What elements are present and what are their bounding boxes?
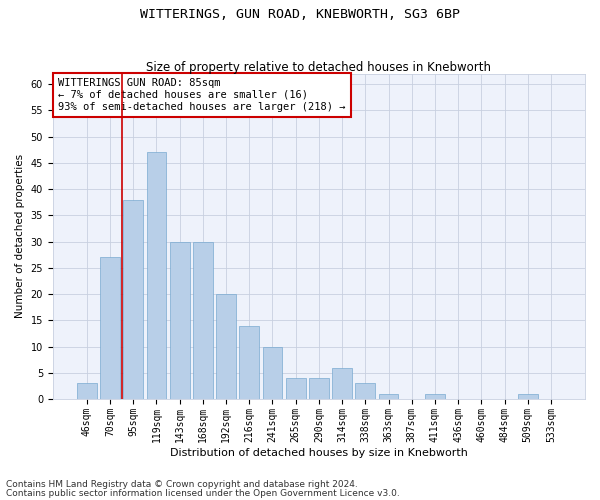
- Text: WITTERINGS GUN ROAD: 85sqm
← 7% of detached houses are smaller (16)
93% of semi-: WITTERINGS GUN ROAD: 85sqm ← 7% of detac…: [58, 78, 346, 112]
- Bar: [379, 394, 398, 399]
- Title: Size of property relative to detached houses in Knebworth: Size of property relative to detached ho…: [146, 60, 491, 74]
- Bar: [146, 152, 166, 399]
- Bar: [216, 294, 236, 399]
- Text: Contains HM Land Registry data © Crown copyright and database right 2024.: Contains HM Land Registry data © Crown c…: [6, 480, 358, 489]
- Bar: [170, 242, 190, 399]
- Bar: [124, 200, 143, 399]
- Text: Contains public sector information licensed under the Open Government Licence v3: Contains public sector information licen…: [6, 489, 400, 498]
- X-axis label: Distribution of detached houses by size in Knebworth: Distribution of detached houses by size …: [170, 448, 468, 458]
- Text: WITTERINGS, GUN ROAD, KNEBWORTH, SG3 6BP: WITTERINGS, GUN ROAD, KNEBWORTH, SG3 6BP: [140, 8, 460, 20]
- Bar: [239, 326, 259, 399]
- Bar: [77, 384, 97, 399]
- Bar: [193, 242, 213, 399]
- Bar: [355, 384, 375, 399]
- Bar: [263, 346, 283, 399]
- Bar: [332, 368, 352, 399]
- Bar: [100, 258, 120, 399]
- Bar: [425, 394, 445, 399]
- Bar: [286, 378, 305, 399]
- Bar: [518, 394, 538, 399]
- Bar: [309, 378, 329, 399]
- Y-axis label: Number of detached properties: Number of detached properties: [15, 154, 25, 318]
